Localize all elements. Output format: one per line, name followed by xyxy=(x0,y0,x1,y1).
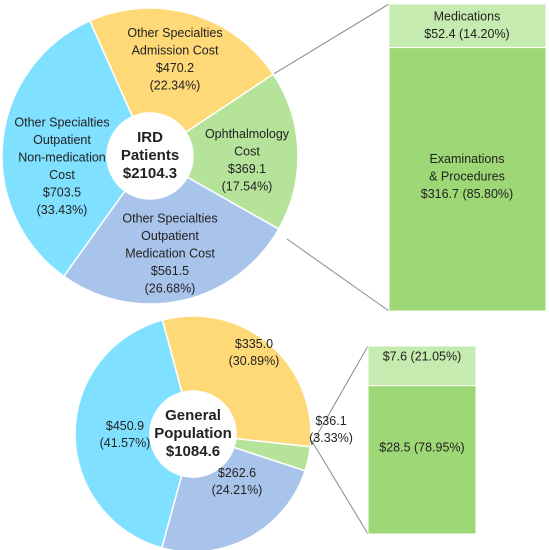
slice-label-line: Admission Cost xyxy=(132,44,219,58)
connector-line-bottom xyxy=(286,238,390,312)
center-line1: IRD xyxy=(137,129,163,146)
slice-label-line: Non-medication xyxy=(18,151,106,165)
breakdown-label-line: Examinations xyxy=(429,152,504,166)
breakdown-label-line: $28.5 (78.95%) xyxy=(379,440,464,454)
slice-label-line: $450.9 xyxy=(106,419,144,433)
pie-group-1: IRD Patients $2104.3 xyxy=(1,3,547,312)
breakdown-bar-segment xyxy=(367,385,477,535)
slice-label-line: (22.34%) xyxy=(150,79,201,93)
slice-label: Other Specialties Admission Cost $470.2 (22… xyxy=(127,26,222,93)
slice-label-outside-line: (3.33%) xyxy=(309,431,353,445)
slice-label-line: (17.54%) xyxy=(222,180,273,194)
slice-label-line: $703.5 xyxy=(43,186,81,200)
breakdown-label: $7.6 (21.05%) xyxy=(383,349,462,363)
slice-label-outside: $36.1 (3.33%) xyxy=(309,414,353,445)
breakdown-label-line: $52.4 (14.20%) xyxy=(424,27,509,41)
slice-label-line: Ophthalmology xyxy=(205,127,290,141)
breakdown-label-line: & Procedures xyxy=(429,169,505,183)
slice-label-line: Medication Cost xyxy=(125,246,215,260)
breakdown-label-line: $316.7 (85.80%) xyxy=(421,187,513,201)
slice-label-line: $369.1 xyxy=(228,162,266,176)
connector-line-top xyxy=(309,345,369,447)
center-total: $2104.3 xyxy=(123,165,177,182)
slice-label-line: $561.5 xyxy=(151,264,189,278)
center-line2: Patients xyxy=(121,147,179,164)
pie-slice xyxy=(62,176,280,305)
pie-slice xyxy=(1,19,134,278)
slice-label: $450.9 (41.57%) xyxy=(100,419,151,450)
slice-label-line: Outpatient xyxy=(33,133,91,147)
connector-line-top xyxy=(273,3,390,75)
connector-line-bottom xyxy=(306,432,369,535)
slice-label-line: $335.0 xyxy=(235,337,273,351)
pie-group-2: General Population $1084.6 xyxy=(74,315,477,550)
center-line1: General xyxy=(165,407,221,424)
center-total: $1084.6 xyxy=(166,443,220,460)
center-total-label: IRD Patients $2104.3 xyxy=(121,129,179,182)
slice-label: Other Specialties Outpatient Medication Co… xyxy=(122,211,217,295)
slice-label: $262.6 (24.21%) xyxy=(212,466,263,497)
pie-slice xyxy=(160,446,307,550)
slice-label-line: Other Specialties xyxy=(14,116,109,130)
slice-label: $335.0 (30.89%) xyxy=(229,337,280,368)
pie-slice xyxy=(184,73,299,231)
pie-slice xyxy=(161,315,312,448)
breakdown-label: Examinations & Procedures $316.7 (85.80%) xyxy=(421,152,513,201)
breakdown-bar-segment xyxy=(388,47,547,312)
slice-label-line: Other Specialties xyxy=(127,26,222,40)
slice-label-line: (26.68%) xyxy=(145,281,196,295)
pie-slice xyxy=(74,319,183,549)
slice-label-line: Cost xyxy=(234,145,260,159)
slice-label: Ophthalmology Cost $369.1 (17.54%) xyxy=(205,127,290,194)
slice-label-line: (41.57%) xyxy=(100,436,151,450)
breakdown-label: $28.5 (78.95%) xyxy=(379,440,464,454)
slice-label-outside-line: $36.1 xyxy=(315,414,346,428)
breakdown-label-line: $7.6 (21.05%) xyxy=(383,349,462,363)
slice-label-line: Outpatient xyxy=(141,229,199,243)
center-total-label: General Population $1084.6 xyxy=(154,407,232,460)
breakdown-bar-segment xyxy=(367,345,477,387)
slice-label-line: Other Specialties xyxy=(122,211,217,225)
breakdown-label-line: Medications xyxy=(434,10,501,24)
slice-label-line: (30.89%) xyxy=(229,354,280,368)
center-line2: Population xyxy=(154,425,232,442)
slice-label: Other Specialties Outpatient Non-medicatio… xyxy=(14,116,109,218)
pie-slice xyxy=(88,7,275,134)
slice-label-line: $470.2 xyxy=(156,61,194,75)
slice-label-line: Cost xyxy=(49,168,75,182)
breakdown-label: Medications $52.4 (14.20%) xyxy=(424,10,509,42)
slice-label-line: $262.6 xyxy=(218,466,256,480)
slice-label-line: (33.43%) xyxy=(37,203,88,217)
slice-label-line: (24.21%) xyxy=(212,483,263,497)
